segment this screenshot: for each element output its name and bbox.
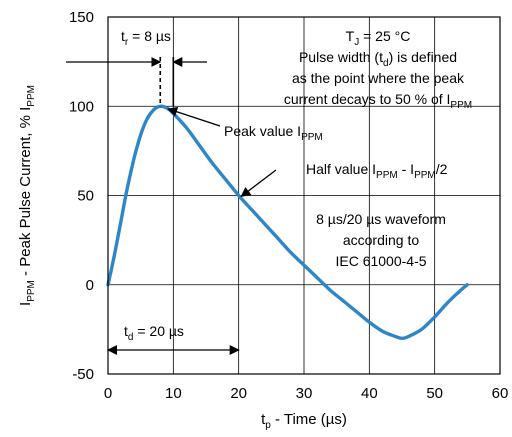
grid [108, 17, 500, 374]
x-axis-label: tp - Time (µs) [261, 411, 347, 431]
x-tick-label: 10 [165, 385, 182, 402]
half-value-label: Half value IPPM - IPPM/2 [306, 161, 448, 181]
waveform-series [106, 104, 469, 340]
x-tick-label: 30 [296, 385, 313, 402]
x-tick-label: 60 [492, 385, 509, 402]
y-tick-label: 50 [77, 188, 94, 205]
waveform-line [106, 104, 469, 340]
y-axis-label: IPPM - Peak Pulse Current, % IPPM [17, 85, 37, 306]
pulse-width-definition-line: Pulse width (td) is defined [299, 49, 457, 69]
pulse-width-definition-line: as the point where the peak [292, 70, 465, 86]
annotations: tr = 8 µs td = 20 µs Peak value IPPM Half v… [66, 28, 472, 355]
plot-frame [107, 16, 501, 375]
x-tick-label: 0 [104, 385, 112, 402]
pulse-width-definition-line: current decays to 50 % of IPPM [284, 91, 472, 111]
y-tick-label: 150 [69, 9, 94, 26]
rise-time-label: tr = 8 µs [121, 28, 171, 48]
peak-value-arrow [167, 106, 221, 127]
y-tick-label: -50 [72, 366, 94, 383]
tick-labels: 0 10 20 30 40 50 60 -50 0 50 100 150 [69, 9, 508, 402]
x-tick-label: 40 [361, 385, 378, 402]
half-value-arrow [240, 169, 277, 197]
junction-temp-label: TJ = 25 °C [346, 28, 411, 48]
waveform-description-line: IEC 61000-4-5 [335, 253, 426, 269]
x-tick-label: 20 [230, 385, 247, 402]
y-tick-label: 100 [69, 98, 94, 115]
waveform-description-line: 8 µs/20 µs waveform [316, 211, 446, 227]
peak-value-label: Peak value IPPM [224, 123, 323, 143]
waveform-description-line: according to [343, 232, 419, 248]
td-label: td = 20 µs [124, 323, 184, 343]
y-tick-label: 0 [86, 277, 94, 294]
axis-labels: tp - Time (µs) IPPM - Peak Pulse Current,… [17, 85, 347, 431]
x-tick-label: 50 [426, 385, 443, 402]
plot-border [107, 16, 501, 375]
